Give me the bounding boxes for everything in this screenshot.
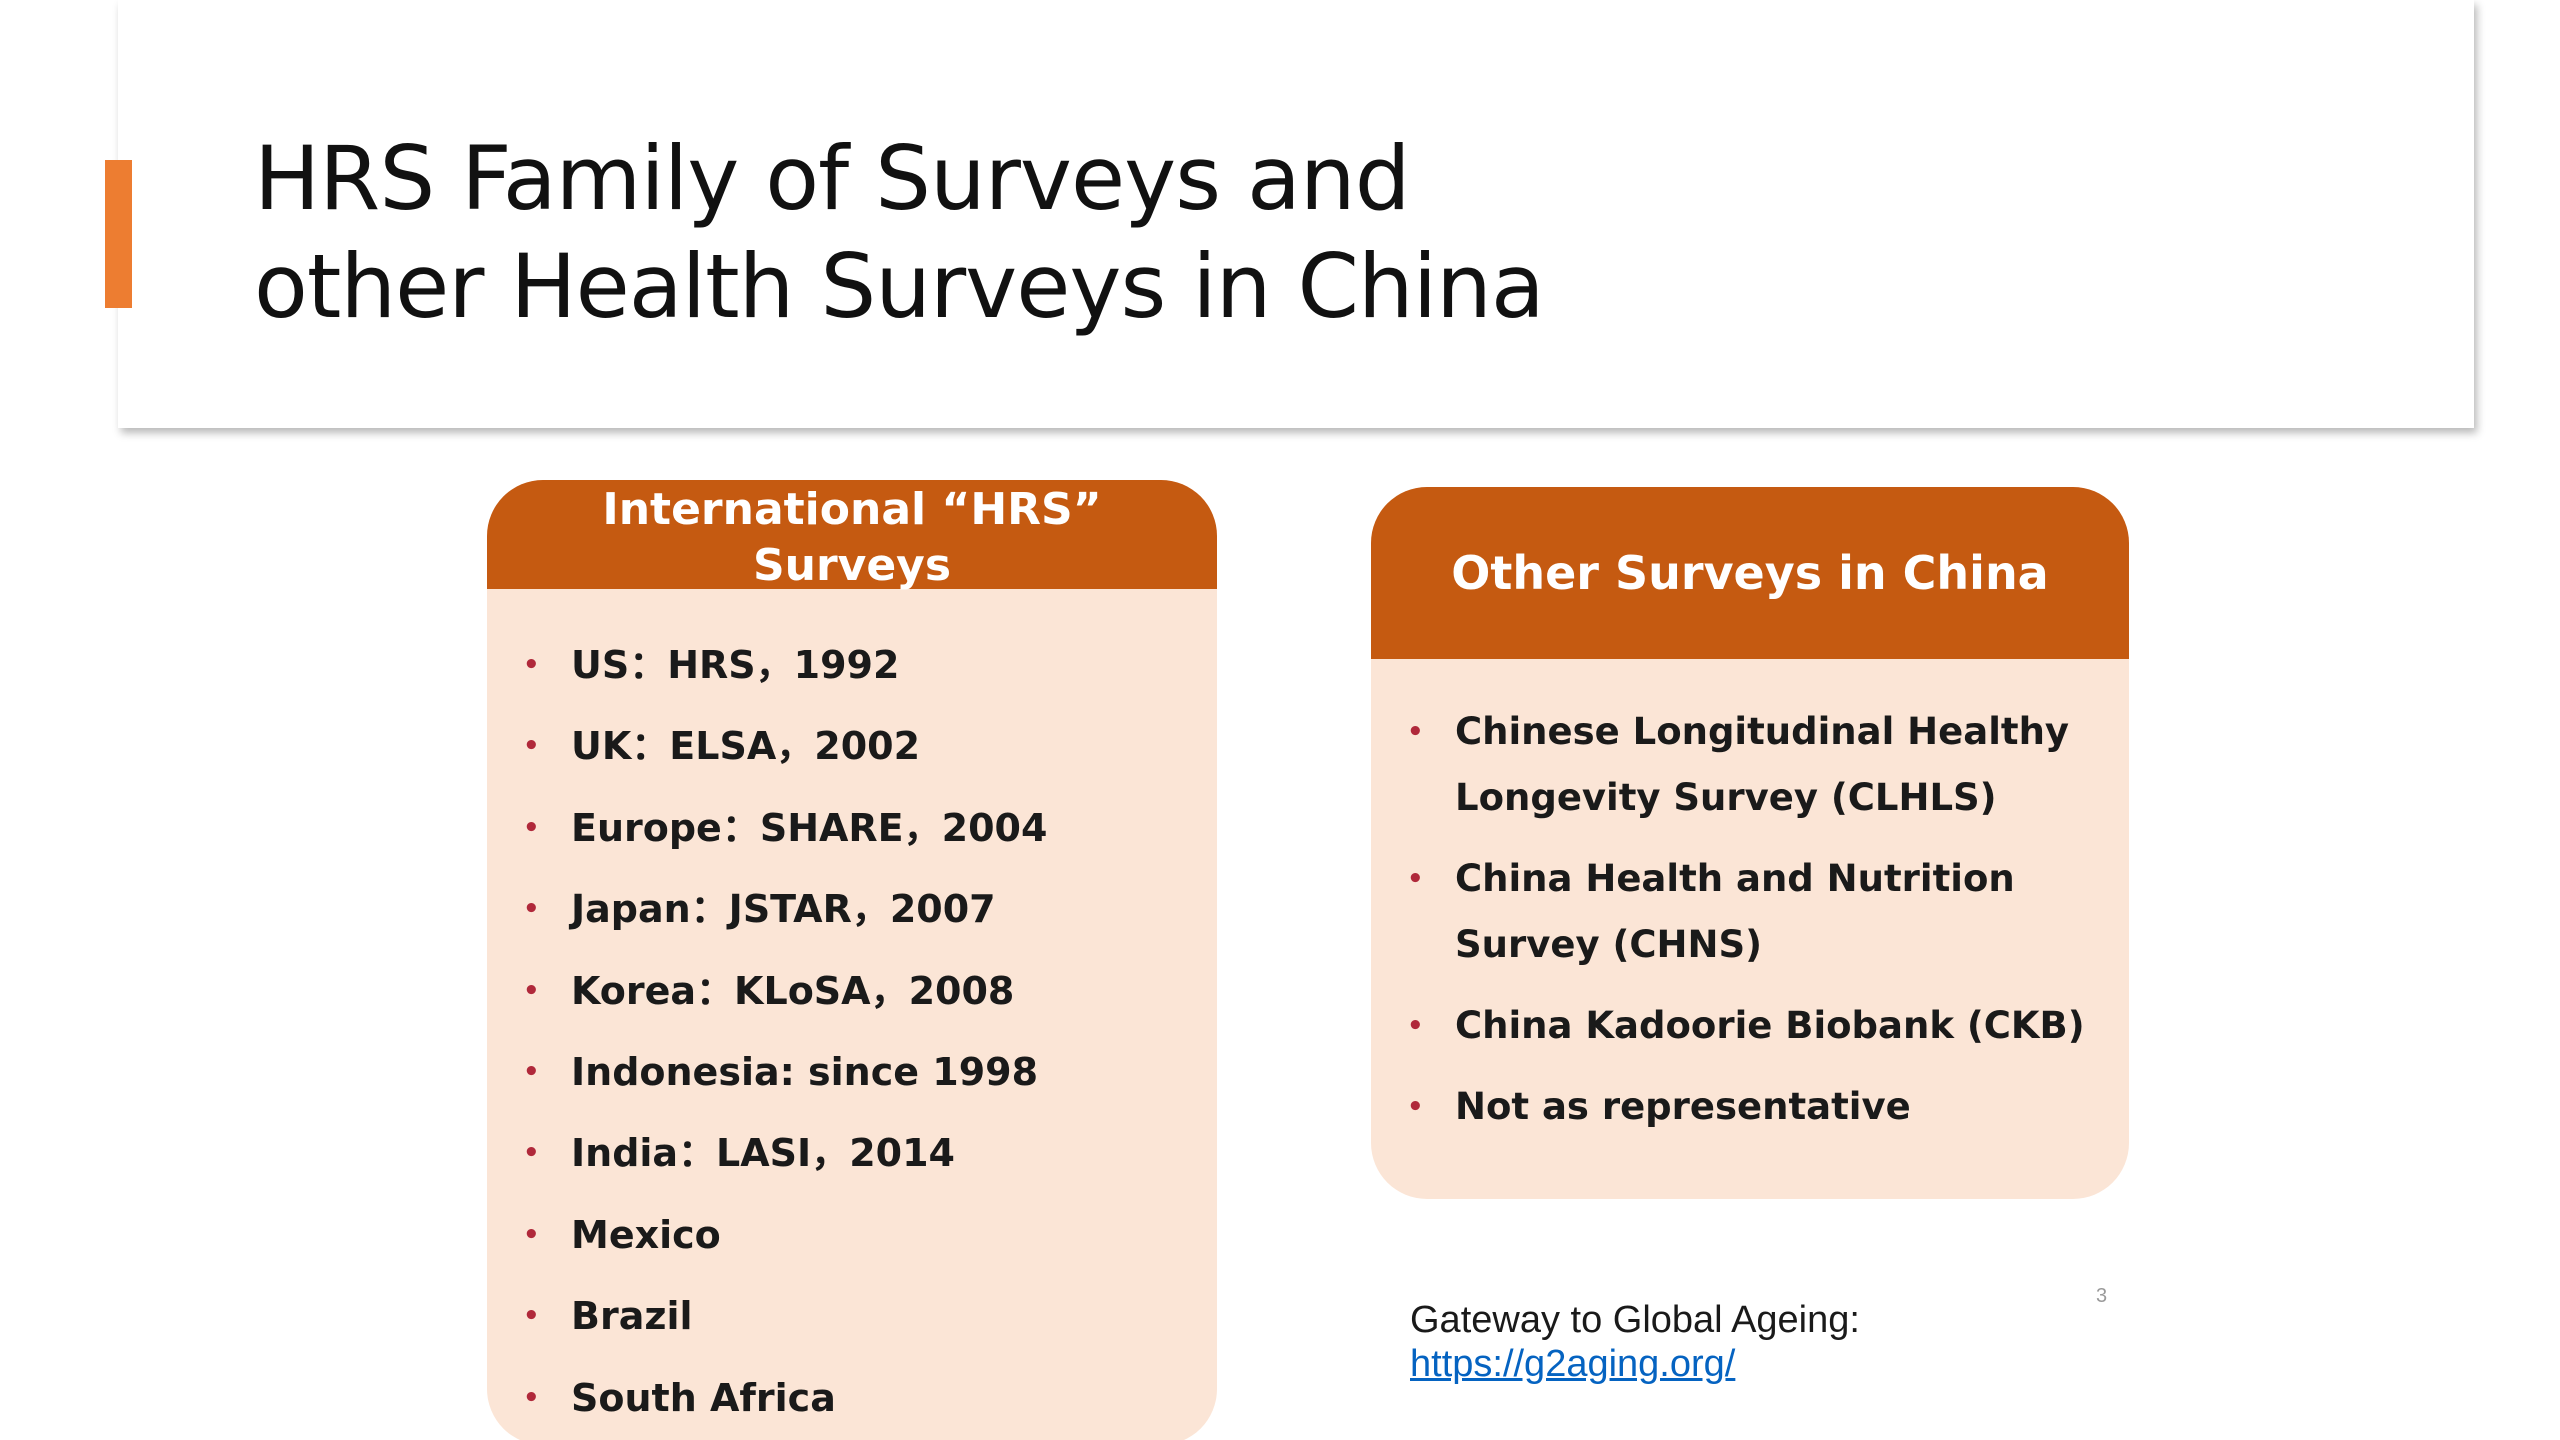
title-accent-bar [105,160,132,308]
bullet-dot-icon: • [1407,864,1424,894]
list-item: • Chinese Longitudinal Healthy Longevity … [1407,699,2109,831]
list-item: • US：HRS，1992 [523,625,1197,706]
bullet-dot-icon: • [523,894,540,925]
list-item-text: Chinese Longitudinal Healthy Longevity S… [1455,710,2070,819]
list-item-text: Japan：JSTAR，2007 [571,887,996,932]
list-item-text: Mexico [571,1212,721,1257]
list-item: • China Health and Nutrition Survey (CHNS… [1407,846,2109,978]
list-item: • Mexico [523,1195,1197,1276]
list-item-text: UK：ELSA，2002 [571,724,921,769]
bullet-dot-icon: • [1407,1092,1424,1122]
slide-title-line: HRS Family of Surveys and [254,127,1411,230]
bullet-dot-icon: • [523,1219,540,1250]
list-item-text: Indonesia: since 1998 [571,1049,1039,1094]
panel-header-line: Surveys [752,540,952,591]
list-item: • Brazil [523,1276,1197,1357]
list-item: • Korea：KLoSA，2008 [523,951,1197,1032]
list-item: • Japan：JSTAR，2007 [523,869,1197,950]
list-item-text: Korea：KLoSA，2008 [571,968,1015,1013]
list-item: • Europe：SHARE，2004 [523,788,1197,869]
bullet-dot-icon: • [523,731,540,762]
list-item: • South Africa [523,1358,1197,1439]
slide-title-line: other Health Surveys in China [254,235,1545,338]
gateway-label: Gateway to Global Ageing: [1410,1299,1860,1341]
international-surveys-list: • US：HRS，1992 • UK：ELSA，2002 • Europe：SHARE… [487,589,1217,1439]
list-item-text: Not as representative [1455,1085,1911,1128]
bullet-dot-icon: • [523,1138,540,1169]
list-item: • Indonesia: since 1998 [523,1032,1197,1113]
list-item-text: Brazil [571,1294,693,1339]
slide-title: HRS Family of Surveys and other Health S… [254,125,2154,341]
bullet-dot-icon: • [523,1056,540,1087]
page-number: 3 [2096,1285,2108,1307]
bullet-dot-icon: • [1407,1011,1424,1041]
china-surveys-header: Other Surveys in China [1371,487,2129,659]
bullet-dot-icon: • [523,975,540,1006]
list-item-text: US：HRS，1992 [571,643,900,687]
gateway-link[interactable]: https://g2aging.org/ [1410,1343,1736,1385]
bullet-dot-icon: • [523,1382,540,1413]
gateway-note: Gateway to Global Ageing: https://g2agin… [1410,1298,1860,1386]
china-surveys-panel: Other Surveys in China • Chinese Longitud… [1371,487,2129,1199]
title-card [118,0,2474,428]
bullet-dot-icon: • [1407,717,1424,747]
list-item: • China Kadoorie Biobank (CKB) [1407,993,2109,1059]
list-item-text: India：LASI，2014 [571,1131,955,1176]
list-item: • Not as representative [1407,1074,2109,1140]
list-item-text: China Health and Nutrition Survey (CHNS) [1455,857,2015,966]
list-item-text: China Kadoorie Biobank (CKB) [1455,1004,2085,1047]
bullet-dot-icon: • [523,812,540,843]
bullet-dot-icon: • [523,1301,540,1332]
china-surveys-list: • Chinese Longitudinal Healthy Longevity … [1371,659,2129,1140]
list-item: • India：LASI，2014 [523,1113,1197,1194]
list-item: • UK：ELSA，2002 [523,706,1197,787]
bullet-dot-icon: • [523,650,540,680]
panel-header-line: International “HRS” [602,484,1102,535]
list-item-text: Europe：SHARE，2004 [571,805,1048,850]
list-item-text: South Africa [571,1375,836,1420]
international-surveys-panel: International “HRS” Surveys • US：HRS，1992… [487,480,1217,1440]
international-surveys-header: International “HRS” Surveys [487,480,1217,591]
